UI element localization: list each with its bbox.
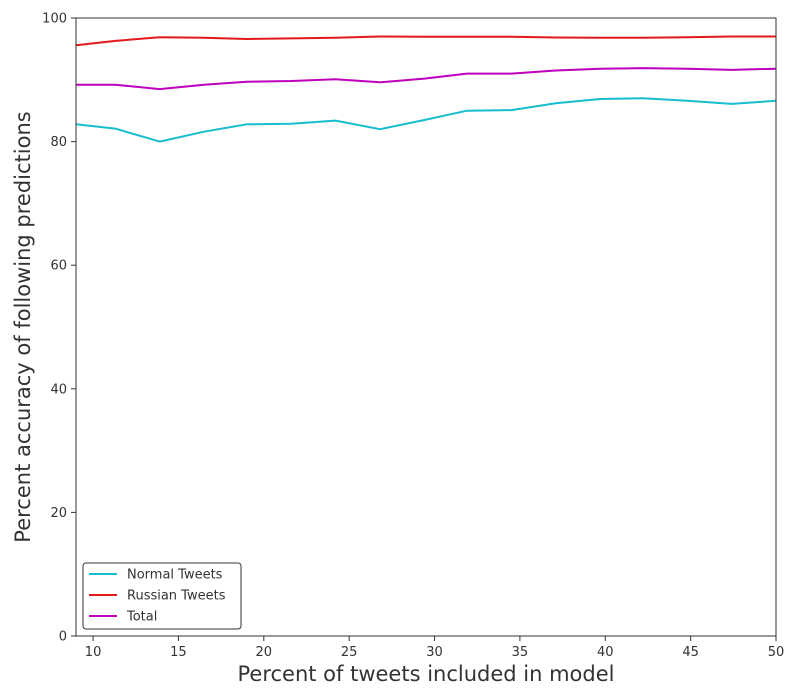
legend-box (82, 562, 242, 630)
plot-frame (75, 17, 777, 637)
x-tick-label: 30 (426, 645, 443, 660)
y-tick-label: 20 (50, 506, 67, 521)
x-tick-label: 50 (768, 645, 785, 660)
x-tick-label: 10 (85, 645, 102, 660)
legend-items: Normal Tweets Russian Tweets Total (89, 568, 226, 625)
x-tick-label: 45 (682, 645, 699, 660)
x-tick-label: 15 (170, 645, 187, 660)
y-tick-label: 100 (42, 12, 67, 27)
series-line-russian-tweets (75, 35, 776, 47)
legend: Normal Tweets Russian Tweets Total (82, 562, 242, 630)
x-tick-label: 40 (597, 645, 614, 660)
series-line-total (76, 67, 777, 91)
y-tick-label: 0 (59, 630, 67, 645)
y-tick-label: 60 (50, 259, 67, 274)
y-axis-ticks: 0 20 40 60 80 100 (42, 12, 76, 645)
x-tick-label: 35 (512, 645, 529, 660)
legend-label-russian-tweets: Russian Tweets (127, 589, 226, 604)
x-tick-label: 20 (256, 645, 273, 660)
y-tick-label: 80 (50, 135, 67, 150)
y-tick-label: 40 (50, 382, 67, 397)
legend-label-normal-tweets: Normal Tweets (127, 568, 223, 583)
series-line-normal-tweets (75, 97, 777, 143)
x-tick-label: 25 (341, 645, 358, 660)
x-axis-ticks: 10 15 20 25 30 35 40 45 50 (85, 636, 784, 660)
series-layer (75, 35, 777, 143)
legend-label-total: Total (126, 610, 157, 625)
y-axis-label: Percent accuracy of following prediction… (11, 111, 35, 542)
x-axis-label: Percent of tweets included in model (237, 662, 614, 686)
